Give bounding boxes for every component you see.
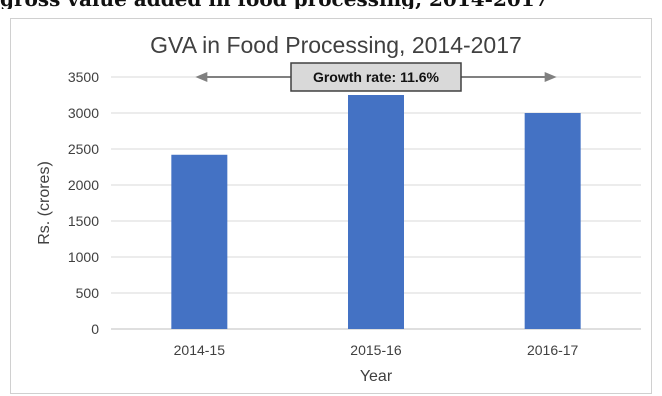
growth-rate-box — [290, 62, 462, 92]
chart-title: GVA in Food Processing, 2014-2017 — [150, 32, 522, 58]
x-tick-label: 2016-17 — [527, 342, 579, 358]
bar-2015-16 — [348, 95, 404, 329]
bar-chart: GVA in Food Processing, 2014-2017 0 500 100… — [36, 32, 641, 385]
y-tick-label: 2500 — [68, 141, 99, 157]
bar-2016-17 — [524, 113, 581, 329]
y-tick-label: 0 — [91, 321, 99, 337]
y-tick-label: 3500 — [68, 69, 99, 85]
y-axis-title: Rs. (crores) — [36, 161, 53, 245]
y-tick-label: 500 — [76, 285, 100, 301]
y-tick-label: 3000 — [68, 105, 99, 121]
y-tick-label: 2000 — [68, 177, 99, 193]
x-axis-title: Year — [360, 368, 393, 385]
x-tick-label: 2015-16 — [350, 342, 402, 358]
growth-rate-label: Growth rate: 11.6% — [313, 69, 440, 85]
y-tick-label: 1000 — [68, 249, 99, 265]
growth-arrow-head-right — [544, 72, 557, 82]
x-tick-label: 2014-15 — [174, 342, 226, 358]
bar-2014-15 — [171, 154, 228, 329]
figure-caption: gross value added in food processing, 20… — [0, 0, 662, 9]
y-tick-label: 1500 — [68, 213, 99, 229]
chart-frame: GVA in Food Processing, 2014-2017 0 500 100… — [10, 18, 652, 394]
growth-arrow-head-left — [195, 72, 208, 82]
